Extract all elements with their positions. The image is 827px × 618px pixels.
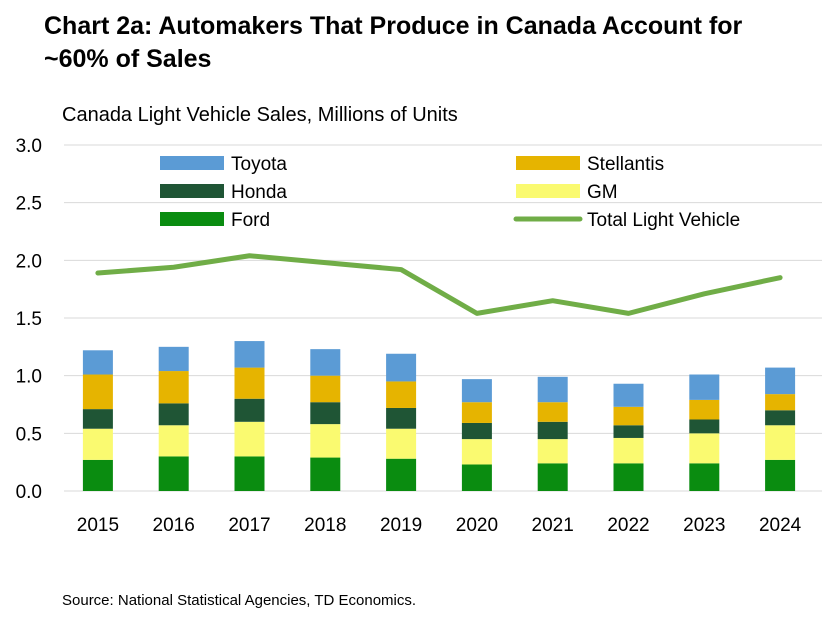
source-note: Source: National Statistical Agencies, T… <box>62 592 417 609</box>
bar-gm-2017 <box>234 421 265 457</box>
legend-swatch-gm <box>516 184 580 198</box>
bar-stellantis-2017 <box>234 367 265 399</box>
bar-stellantis-2021 <box>537 402 568 422</box>
bar-toyota-2023 <box>689 374 720 400</box>
bar-ford-2021 <box>537 463 568 491</box>
bar-stellantis-2015 <box>82 374 113 410</box>
legend-label: GM <box>587 182 618 203</box>
bar-toyota-2020 <box>461 379 492 403</box>
x-tick-label: 2016 <box>153 515 195 536</box>
bar-stellantis-2023 <box>689 399 720 420</box>
bar-gm-2016 <box>158 425 189 457</box>
bar-gm-2022 <box>613 437 644 464</box>
line-total-light-vehicle <box>95 253 783 316</box>
bar-honda-2017 <box>234 398 265 422</box>
y-tick-label: 3.0 <box>16 136 42 157</box>
bar-gm-2018 <box>310 424 341 458</box>
legend-swatch-ford <box>160 212 224 226</box>
bar-stellantis-2019 <box>386 381 417 408</box>
bar-ford-2019 <box>386 458 417 491</box>
bar-stellantis-2022 <box>613 406 644 426</box>
bar-toyota-2016 <box>158 346 189 372</box>
x-tick-label: 2024 <box>759 515 802 536</box>
bar-honda-2015 <box>82 409 113 429</box>
bar-toyota-2022 <box>613 383 644 407</box>
legend-label: Ford <box>231 210 270 231</box>
x-tick-label: 2023 <box>683 515 725 536</box>
bar-toyota-2017 <box>234 341 265 368</box>
chart-title: Chart 2a: Automakers That Produce in Can… <box>44 12 743 73</box>
bar-ford-2022 <box>613 463 644 491</box>
y-tick-label: 0.0 <box>16 482 42 503</box>
bar-toyota-2015 <box>82 350 113 375</box>
bar-ford-2023 <box>689 463 720 491</box>
x-tick-label: 2018 <box>304 515 346 536</box>
bar-honda-2016 <box>158 403 189 426</box>
bar-gm-2015 <box>82 428 113 460</box>
y-tick-label: 1.0 <box>16 367 42 388</box>
bar-honda-2020 <box>461 422 492 440</box>
bar-toyota-2018 <box>310 349 341 376</box>
bar-gm-2020 <box>461 439 492 465</box>
bar-honda-2018 <box>310 402 341 425</box>
y-tick-label: 1.5 <box>16 309 42 330</box>
x-tick-label: 2022 <box>607 515 649 536</box>
bar-ford-2024 <box>765 459 796 491</box>
bar-honda-2024 <box>765 410 796 426</box>
bar-stellantis-2018 <box>310 375 341 403</box>
bar-honda-2019 <box>386 407 417 429</box>
legend-label: Stellantis <box>587 154 664 175</box>
legend-swatch-stellantis <box>516 156 580 170</box>
bar-stellantis-2016 <box>158 371 189 404</box>
bar-toyota-2024 <box>765 367 796 395</box>
bar-stellantis-2024 <box>765 394 796 411</box>
bar-gm-2019 <box>386 428 417 459</box>
legend-swatch-honda <box>160 184 224 198</box>
x-tick-label: 2020 <box>456 515 498 536</box>
bar-ford-2016 <box>158 456 189 491</box>
chart-subtitle: Canada Light Vehicle Sales, Millions of … <box>62 104 458 126</box>
bar-honda-2021 <box>537 421 568 440</box>
legend-swatch-toyota <box>160 156 224 170</box>
bar-gm-2021 <box>537 439 568 464</box>
x-tick-label: 2017 <box>228 515 270 536</box>
bar-honda-2023 <box>689 419 720 434</box>
x-tick-label: 2021 <box>532 515 574 536</box>
bar-gm-2023 <box>689 433 720 464</box>
bar-stellantis-2020 <box>461 402 492 423</box>
legend-label: Toyota <box>231 154 287 175</box>
bar-honda-2022 <box>613 425 644 438</box>
legend-label: Total Light Vehicle <box>587 210 740 231</box>
y-tick-label: 2.5 <box>16 194 42 215</box>
bar-toyota-2021 <box>537 376 568 403</box>
y-tick-label: 2.0 <box>16 251 42 272</box>
legend-label: Honda <box>231 182 287 203</box>
bar-ford-2017 <box>234 456 265 491</box>
bar-ford-2020 <box>461 464 492 491</box>
x-tick-label: 2015 <box>77 515 119 536</box>
bar-ford-2018 <box>310 457 341 491</box>
x-tick-label: 2019 <box>380 515 422 536</box>
bar-toyota-2019 <box>386 353 417 382</box>
bar-gm-2024 <box>765 425 796 460</box>
y-tick-label: 0.5 <box>16 424 42 445</box>
bar-ford-2015 <box>82 459 113 491</box>
